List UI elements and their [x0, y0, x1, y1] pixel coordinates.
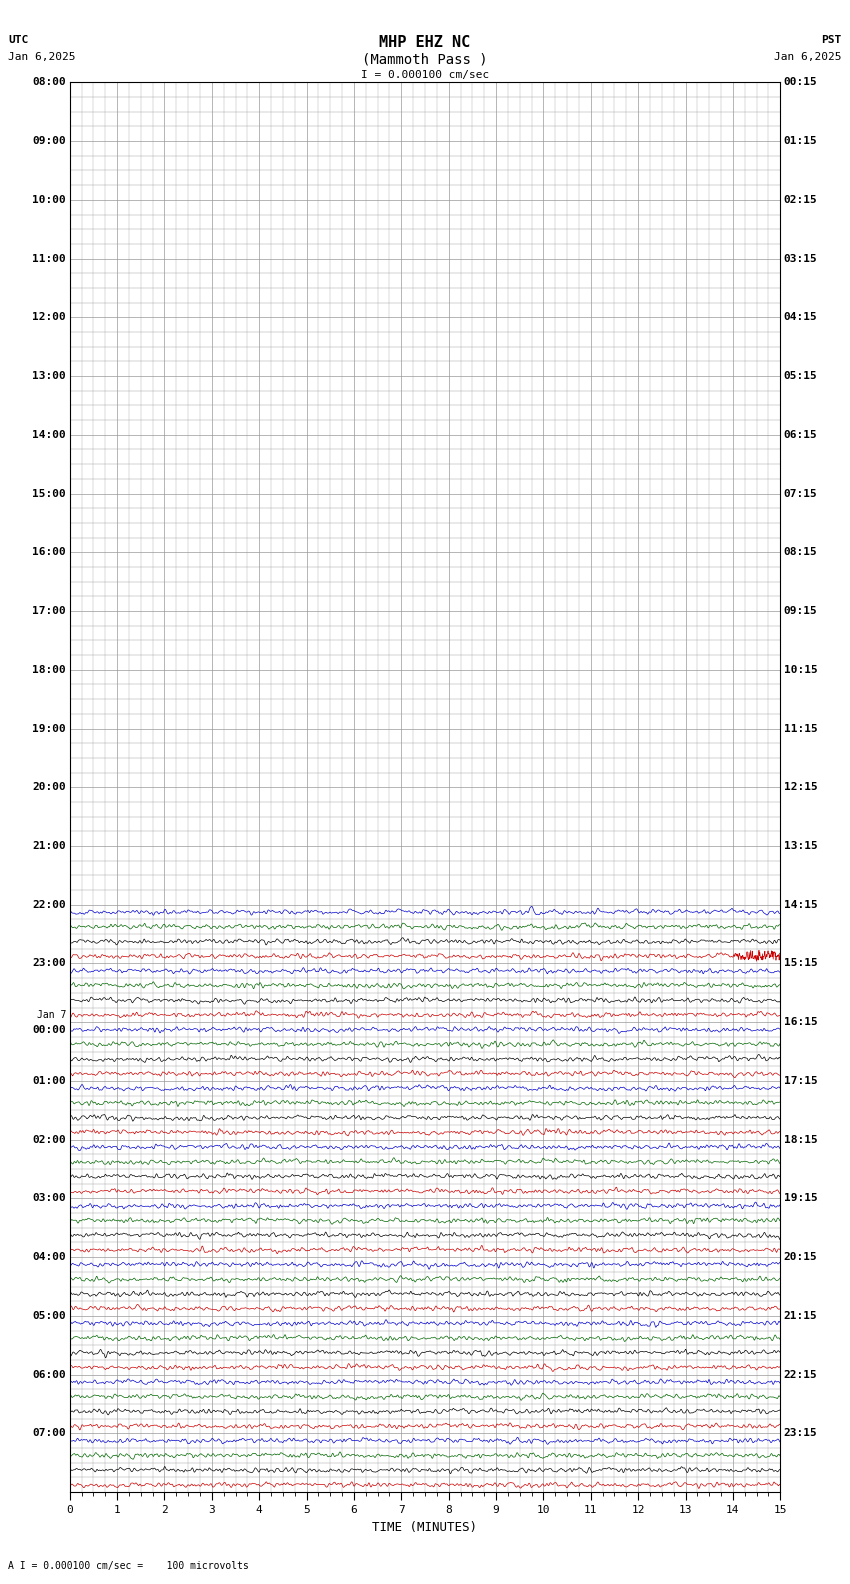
Text: 14:15: 14:15: [784, 900, 818, 909]
Text: A I = 0.000100 cm/sec =    100 microvolts: A I = 0.000100 cm/sec = 100 microvolts: [8, 1562, 249, 1571]
Text: Jan 6,2025: Jan 6,2025: [8, 52, 76, 62]
Text: 06:00: 06:00: [32, 1370, 66, 1380]
Text: 04:15: 04:15: [784, 312, 818, 322]
Text: 08:15: 08:15: [784, 548, 818, 558]
Text: 05:00: 05:00: [32, 1312, 66, 1321]
Text: 09:15: 09:15: [784, 607, 818, 616]
Text: 13:15: 13:15: [784, 841, 818, 851]
Text: UTC: UTC: [8, 35, 29, 44]
Text: 03:15: 03:15: [784, 253, 818, 263]
Text: (Mammoth Pass ): (Mammoth Pass ): [362, 52, 488, 67]
Text: 07:00: 07:00: [32, 1429, 66, 1438]
Text: 00:00: 00:00: [32, 1025, 66, 1034]
Text: 22:15: 22:15: [784, 1370, 818, 1380]
Text: 18:15: 18:15: [784, 1134, 818, 1145]
Text: 14:00: 14:00: [32, 429, 66, 440]
Text: 11:00: 11:00: [32, 253, 66, 263]
Text: 06:15: 06:15: [784, 429, 818, 440]
Text: 00:15: 00:15: [784, 78, 818, 87]
Text: 05:15: 05:15: [784, 371, 818, 382]
Text: 02:15: 02:15: [784, 195, 818, 204]
Text: PST: PST: [821, 35, 842, 44]
Text: 20:00: 20:00: [32, 782, 66, 792]
Text: 15:00: 15:00: [32, 488, 66, 499]
Text: MHP EHZ NC: MHP EHZ NC: [379, 35, 471, 49]
Text: Jan 7: Jan 7: [37, 1011, 66, 1020]
Text: 20:15: 20:15: [784, 1253, 818, 1262]
Text: 08:00: 08:00: [32, 78, 66, 87]
Text: 12:00: 12:00: [32, 312, 66, 322]
Text: 16:15: 16:15: [784, 1017, 818, 1026]
Text: 13:00: 13:00: [32, 371, 66, 382]
Text: 15:15: 15:15: [784, 958, 818, 968]
Text: 10:15: 10:15: [784, 665, 818, 675]
Text: 12:15: 12:15: [784, 782, 818, 792]
Text: 02:00: 02:00: [32, 1134, 66, 1145]
Text: 21:15: 21:15: [784, 1312, 818, 1321]
Text: 04:00: 04:00: [32, 1253, 66, 1262]
Text: 18:00: 18:00: [32, 665, 66, 675]
Text: Jan 6,2025: Jan 6,2025: [774, 52, 842, 62]
Text: 11:15: 11:15: [784, 724, 818, 733]
Text: 09:00: 09:00: [32, 136, 66, 146]
Text: 21:00: 21:00: [32, 841, 66, 851]
Text: 01:15: 01:15: [784, 136, 818, 146]
Text: 23:15: 23:15: [784, 1429, 818, 1438]
Text: 22:00: 22:00: [32, 900, 66, 909]
Text: 17:15: 17:15: [784, 1076, 818, 1087]
Text: 03:00: 03:00: [32, 1193, 66, 1204]
Text: 01:00: 01:00: [32, 1076, 66, 1087]
Text: 17:00: 17:00: [32, 607, 66, 616]
Text: 16:00: 16:00: [32, 548, 66, 558]
Text: 19:00: 19:00: [32, 724, 66, 733]
Text: I = 0.000100 cm/sec: I = 0.000100 cm/sec: [361, 70, 489, 79]
Text: 10:00: 10:00: [32, 195, 66, 204]
Text: 07:15: 07:15: [784, 488, 818, 499]
Text: 19:15: 19:15: [784, 1193, 818, 1204]
Text: 23:00: 23:00: [32, 958, 66, 968]
X-axis label: TIME (MINUTES): TIME (MINUTES): [372, 1521, 478, 1533]
